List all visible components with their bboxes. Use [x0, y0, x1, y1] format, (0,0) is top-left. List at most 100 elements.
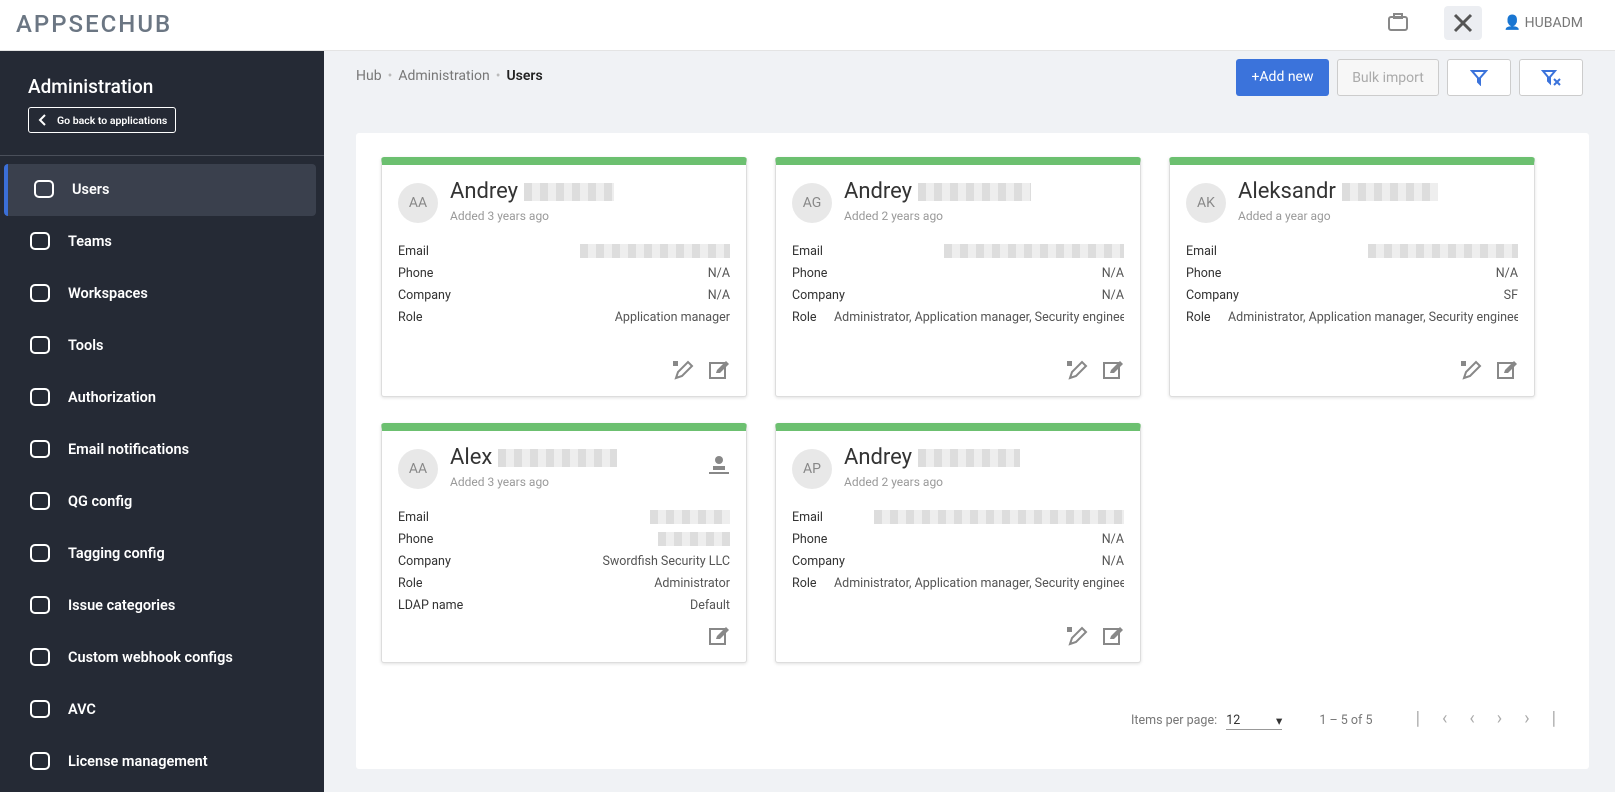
user-name: HUBADM: [1524, 15, 1583, 31]
edit-roles-icon: [1461, 360, 1482, 380]
field-row: Email: [398, 507, 730, 527]
nav-item[interactable]: AVC: [4, 684, 316, 736]
field-label: Phone: [1186, 265, 1222, 281]
nav-label: Teams: [68, 233, 112, 250]
field-value: Default: [690, 597, 730, 613]
logo[interactable]: APPSECHUB: [16, 10, 173, 38]
nav-label: Tools: [68, 337, 104, 354]
field-value: N/A: [1101, 287, 1124, 303]
nav-item[interactable]: Tools: [4, 320, 316, 372]
field-row: Company N/A: [792, 285, 1124, 305]
add-button[interactable]: +Add new: [1236, 59, 1329, 96]
user-menu[interactable]: 👤 HUBADM: [1503, 15, 1583, 31]
breadcrumb: Users: [506, 68, 543, 84]
field-label: Email: [792, 509, 823, 525]
back-arrow: [38, 114, 46, 126]
user-card: AG Andrey Added 2 years ago Email Phone N/A Co…: [775, 157, 1141, 397]
edit-roles-button[interactable]: [1460, 360, 1482, 380]
briefcase-icon[interactable]: [1379, 6, 1417, 40]
field-row: Role Application manager: [398, 307, 730, 327]
clear-filter-icon: [1540, 70, 1561, 86]
nav-item[interactable]: Authorization: [4, 372, 316, 424]
edit-roles-icon: [1067, 626, 1088, 646]
blurred-surname: [918, 449, 1021, 468]
nav-icon: [30, 336, 50, 354]
user-card: AP Andrey Added 2 years ago Email Phone N/A Co…: [775, 423, 1141, 663]
edit-button[interactable]: [1102, 360, 1124, 380]
page-nav[interactable]: |‹‹››|: [1415, 708, 1579, 729]
per-page-select[interactable]: 12 ▾: [1226, 713, 1283, 730]
nav-item[interactable]: Workspaces: [4, 268, 316, 320]
edit-button[interactable]: [1102, 626, 1124, 646]
ldap-user-icon: [709, 456, 729, 474]
edit-icon: [1103, 361, 1123, 379]
nav-item[interactable]: Issue categories: [4, 580, 316, 632]
field-label: Role: [1186, 309, 1211, 325]
clear-filter-button[interactable]: [1519, 59, 1583, 96]
edit-roles-icon: [1067, 360, 1088, 380]
nav-icon: [34, 180, 54, 198]
user-name: Andrey: [844, 445, 1021, 470]
field-value: Administrator, Application manager, Secu…: [834, 309, 1124, 325]
breadcrumb[interactable]: Hub: [356, 68, 382, 84]
blurred-value: [580, 244, 730, 258]
first-name: Andrey: [844, 179, 913, 204]
nav-item[interactable]: QG config: [4, 476, 316, 528]
breadcrumbs: Hub • Administration • Users: [356, 68, 549, 84]
field-row: Role Administrator, Application manager, …: [792, 573, 1124, 593]
first-name: Aleksandr: [1238, 179, 1336, 204]
back-button[interactable]: Go back to applications: [28, 107, 177, 133]
nav-icon: [30, 440, 50, 458]
edit-roles-button[interactable]: [1066, 360, 1088, 380]
edit-icon: [709, 627, 729, 645]
top-bar: APPSECHUB 👤 HUBADM: [0, 0, 1615, 51]
edit-button[interactable]: [708, 360, 730, 380]
edit-roles-button[interactable]: [1066, 626, 1088, 646]
added-date: Added 2 years ago: [844, 209, 944, 223]
edit-button[interactable]: [708, 626, 730, 646]
nav-item[interactable]: Tagging config: [4, 528, 316, 580]
nav-item[interactable]: Email notifications: [4, 424, 316, 476]
user-name: Aleksandr: [1238, 179, 1438, 204]
edit-button[interactable]: [1496, 360, 1518, 380]
nav-icon: [30, 596, 50, 614]
field-row: Company N/A: [792, 551, 1124, 571]
first-name: Andrey: [450, 179, 519, 204]
admin-icon[interactable]: [1444, 6, 1482, 40]
filter-button[interactable]: [1447, 59, 1511, 96]
ldap-icon: [708, 455, 730, 479]
divider: [0, 155, 324, 156]
field-row: Company SF: [1186, 285, 1518, 305]
field-value: Administrator, Application manager, Secu…: [834, 575, 1124, 591]
nav-item[interactable]: Custom webhook configs: [4, 632, 316, 684]
field-label: Email: [792, 243, 823, 259]
breadcrumb[interactable]: Administration: [398, 68, 490, 84]
field-label: Company: [398, 553, 451, 569]
field-row: Email: [792, 241, 1124, 261]
nav-icon: [30, 648, 50, 666]
nav-icon: [30, 388, 50, 406]
field-value: Swordfish Security LLC: [602, 553, 730, 569]
range-label: 1 – 5 of 5: [1319, 713, 1373, 728]
added-date: Added 3 years ago: [450, 475, 550, 489]
edit-icon: [1103, 627, 1123, 645]
nav-item[interactable]: Teams: [4, 216, 316, 268]
edit-roles-button[interactable]: [672, 360, 694, 380]
field-label: Email: [398, 509, 429, 525]
field-value: N/A: [1101, 531, 1124, 547]
nav-item[interactable]: Users: [4, 164, 316, 216]
nav-label: AVC: [68, 701, 96, 718]
blurred-value: [658, 532, 730, 546]
field-label: Email: [1186, 243, 1217, 259]
field-value: N/A: [1101, 265, 1124, 281]
field-label: Company: [792, 553, 845, 569]
field-label: Phone: [398, 531, 434, 547]
filter-icon: [1469, 70, 1489, 87]
bulk-import-button[interactable]: Bulk import: [1337, 59, 1439, 96]
nav-item[interactable]: License management: [4, 736, 316, 788]
avatar: AG: [792, 183, 832, 223]
blurred-value: [874, 510, 1124, 524]
nav-label: Users: [72, 181, 110, 198]
nav-label: Tagging config: [68, 545, 165, 562]
edit-icon: [709, 361, 729, 379]
